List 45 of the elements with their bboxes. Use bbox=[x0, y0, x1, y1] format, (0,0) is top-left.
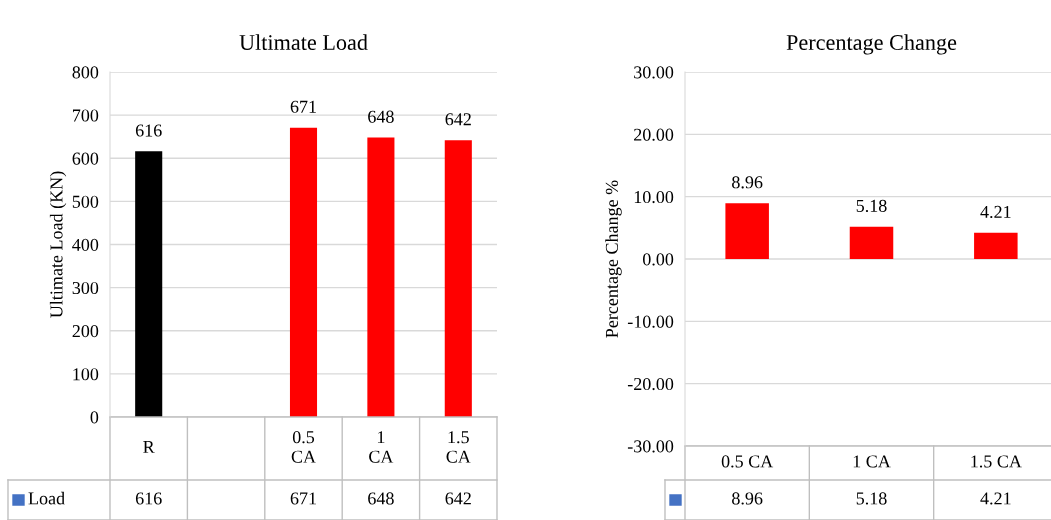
annotation: 4.21 bbox=[980, 205, 1011, 219]
annotation: 8.96 bbox=[732, 176, 763, 189]
annotation: 648 bbox=[368, 110, 394, 123]
x-tick-label: 0.5 CA bbox=[721, 455, 774, 468]
x-tick-label: 0.5 CA bbox=[291, 431, 316, 463]
y-tick-label: 10.00 bbox=[634, 190, 674, 204]
y-tick-label: 700 bbox=[73, 109, 99, 122]
annotation: 671 bbox=[290, 100, 316, 113]
y-tick-label: 30.00 bbox=[634, 66, 674, 79]
y-tick-label: 0 bbox=[90, 411, 99, 424]
x-tick-label: 1 CA bbox=[853, 455, 891, 468]
data-label: 648 bbox=[368, 492, 394, 505]
y-tick-label: 100 bbox=[73, 368, 99, 381]
data-label: 616 bbox=[135, 492, 162, 505]
y-tick-label: 0.00 bbox=[642, 253, 674, 266]
y-tick-label: 400 bbox=[72, 238, 99, 251]
y-tick-label: 600 bbox=[72, 152, 99, 165]
text: Load bbox=[28, 491, 65, 505]
x-tick-label: R bbox=[143, 441, 155, 453]
data-label: 671 bbox=[290, 492, 316, 505]
annotation: 642 bbox=[445, 113, 471, 126]
y-tick-label: -20.00 bbox=[627, 377, 674, 391]
bar bbox=[974, 232, 1018, 259]
y-tick-label: 500 bbox=[72, 195, 99, 208]
bar bbox=[849, 226, 894, 259]
data-label: 5.18 bbox=[856, 492, 887, 505]
data-label: 4.21 bbox=[980, 492, 1011, 505]
y-tick-label: -30.00 bbox=[627, 440, 674, 453]
annotation: 5.18 bbox=[856, 199, 887, 213]
chart-title: Ultimate Load bbox=[239, 34, 368, 50]
y-tick-label: 20.00 bbox=[634, 128, 674, 141]
data-label: 8.96 bbox=[732, 492, 763, 505]
x-tick-label: 1 CA bbox=[369, 431, 394, 463]
data-label: 642 bbox=[445, 492, 471, 505]
y-tick-label: 800 bbox=[72, 66, 99, 79]
bar bbox=[725, 203, 769, 259]
chart-title: Percentage Change bbox=[786, 34, 957, 55]
y-tick-label: -10.00 bbox=[627, 315, 674, 328]
x-tick-label: 1.5 CA bbox=[446, 431, 471, 463]
y-tick-label: 200 bbox=[72, 325, 99, 338]
y-axis-title: Ultimate Load (KN) bbox=[49, 171, 67, 318]
y-tick-label: 300 bbox=[72, 281, 99, 295]
y-axis-title: Percentage Change % bbox=[605, 180, 622, 338]
annotation: 616 bbox=[135, 124, 162, 137]
x-tick-label: 1.5 CA bbox=[971, 455, 1022, 468]
